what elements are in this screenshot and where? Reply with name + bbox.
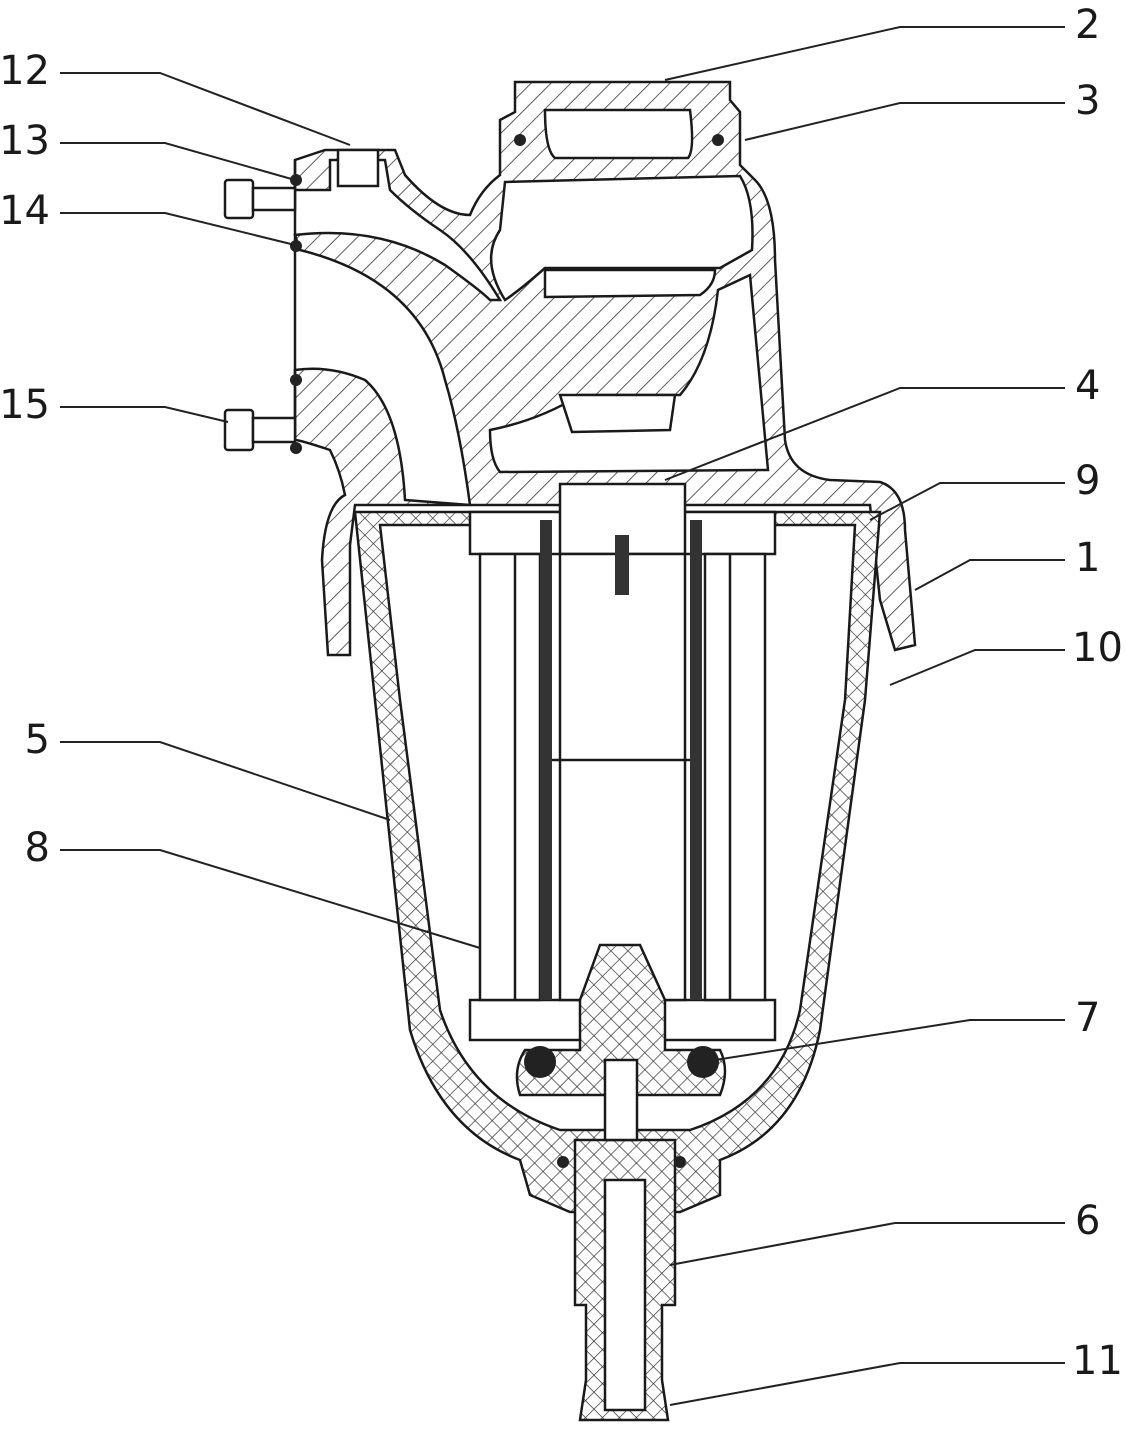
callout-label: 2 <box>1075 2 1100 48</box>
leaders <box>60 26 1065 1406</box>
callout-label: 15 <box>0 382 50 428</box>
callout-label: 12 <box>0 48 50 94</box>
callout-label: 3 <box>1075 78 1100 124</box>
callout-label: 4 <box>1075 363 1100 409</box>
callout-label: 11 <box>1072 1338 1123 1384</box>
callout-label: 6 <box>1075 1198 1100 1244</box>
callout-label: 8 <box>25 825 50 871</box>
callout-label: 7 <box>1075 995 1100 1041</box>
callout-label: 13 <box>0 118 50 164</box>
callout-label: 5 <box>25 717 50 763</box>
cartridge <box>468 482 777 1142</box>
labels: 2 3 4 9 1 10 7 6 11 12 13 14 15 5 8 <box>0 2 1123 1384</box>
bowl <box>353 510 882 1422</box>
callout-label: 10 <box>1072 625 1123 671</box>
housing-head <box>223 80 917 657</box>
callout-label: 9 <box>1075 458 1100 504</box>
callout-label: 1 <box>1075 535 1100 581</box>
callout-label: 14 <box>0 188 50 234</box>
